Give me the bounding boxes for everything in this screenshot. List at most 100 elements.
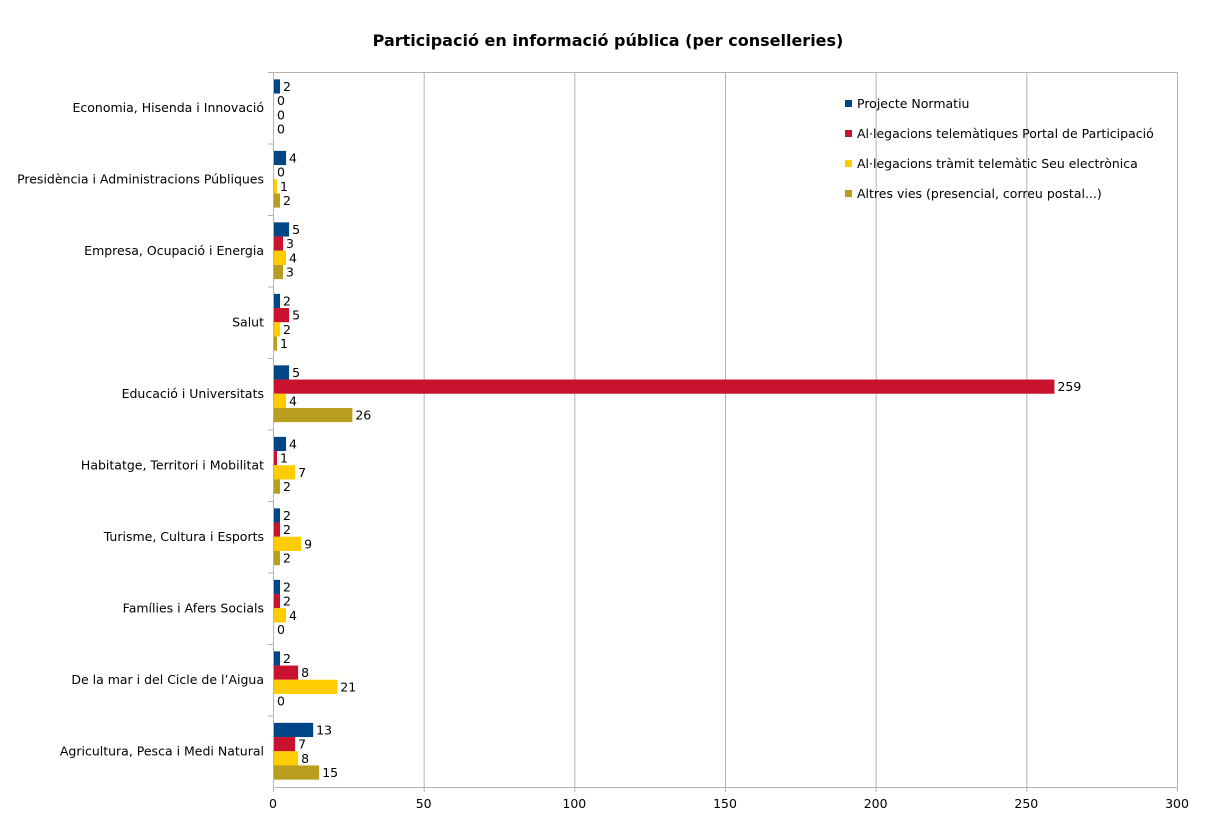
bar xyxy=(274,465,296,480)
data-label: 1 xyxy=(280,336,288,351)
data-label: 4 xyxy=(289,393,297,408)
data-label: 2 xyxy=(283,551,291,566)
bar xyxy=(274,522,281,537)
bar xyxy=(274,308,290,323)
bar xyxy=(274,193,281,208)
bar xyxy=(274,550,281,566)
data-label: 4 xyxy=(289,436,297,451)
bar xyxy=(274,436,287,452)
data-label: 26 xyxy=(355,408,371,423)
x-tick-label: 300 xyxy=(1165,796,1189,811)
data-label: 0 xyxy=(277,165,285,180)
data-label: 259 xyxy=(1057,379,1081,394)
data-label: 2 xyxy=(283,522,291,537)
x-tick-label: 200 xyxy=(864,796,888,811)
legend-swatch xyxy=(845,160,852,167)
gridlines xyxy=(273,72,1178,788)
bar xyxy=(274,407,353,423)
bars xyxy=(274,79,1055,780)
category-label: Habitatge, Territori i Mobilitat xyxy=(81,457,264,472)
category-label: Economia, Hisenda i Innovació xyxy=(73,100,265,115)
legend-entry: Altres vies (presencial, correu postal..… xyxy=(857,186,1102,201)
category-labels: Economia, Hisenda i Innovació Presidència… xyxy=(17,100,264,759)
data-label: 3 xyxy=(286,265,294,280)
data-label: 5 xyxy=(292,222,300,237)
category-label: Presidència i Administracions Públiques xyxy=(17,171,264,186)
data-label: 5 xyxy=(292,308,300,323)
category-label: Empresa, Ocupació i Energia xyxy=(84,243,264,258)
x-tick-label: 250 xyxy=(1014,796,1038,811)
x-tick-label: 100 xyxy=(562,796,586,811)
data-label: 2 xyxy=(283,479,291,494)
data-label: 8 xyxy=(301,665,309,680)
x-tick-label: 0 xyxy=(269,796,277,811)
legend-entry: Projecte Normatiu xyxy=(857,96,969,111)
data-label: 15 xyxy=(322,765,338,780)
bar xyxy=(274,451,278,466)
data-label: 2 xyxy=(283,193,291,208)
data-label: 2 xyxy=(283,594,291,609)
bar xyxy=(274,737,296,752)
bar xyxy=(274,651,281,666)
bar xyxy=(274,336,278,351)
data-label: 7 xyxy=(298,737,306,752)
category-label: Salut xyxy=(232,314,264,329)
category-label: Famílies i Afers Socials xyxy=(123,600,264,615)
bar xyxy=(274,393,287,408)
category-label: Turisme, Cultura i Esports xyxy=(103,529,264,544)
bar xyxy=(274,322,281,337)
category-label: Agricultura, Pesca i Medi Natural xyxy=(60,743,264,758)
bar xyxy=(274,594,281,609)
bar xyxy=(274,150,287,166)
chart-title: Participació en informació pública (per … xyxy=(373,31,844,50)
bar xyxy=(274,508,281,523)
data-label: 13 xyxy=(316,722,332,737)
bar xyxy=(274,293,281,309)
bar xyxy=(274,264,284,280)
x-axis-ticks: 0 50 100 150 200 250 300 xyxy=(268,72,1189,811)
data-label: 4 xyxy=(289,150,297,165)
legend-entry: Al·legacions tràmit telemàtic Seu electr… xyxy=(857,156,1138,171)
bar xyxy=(274,536,302,551)
bar xyxy=(274,79,281,94)
bar xyxy=(274,250,287,265)
legend-swatch xyxy=(845,100,852,107)
data-label: 1 xyxy=(280,451,288,466)
bar xyxy=(274,365,290,380)
data-label: 2 xyxy=(283,322,291,337)
bar xyxy=(274,722,314,738)
legend-swatch xyxy=(845,130,852,137)
data-label: 0 xyxy=(277,107,285,122)
data-label: 9 xyxy=(304,536,312,551)
data-label: 0 xyxy=(277,622,285,637)
x-tick-label: 50 xyxy=(416,796,432,811)
category-label: Educació i Universitats xyxy=(122,386,264,401)
data-label: 2 xyxy=(283,579,291,594)
data-label: 0 xyxy=(277,122,285,137)
bar xyxy=(274,222,290,237)
bar xyxy=(274,608,287,623)
data-label: 2 xyxy=(283,79,291,94)
data-label: 1 xyxy=(280,179,288,194)
x-tick-label: 150 xyxy=(713,796,737,811)
data-label: 0 xyxy=(277,93,285,108)
bar xyxy=(274,236,284,251)
bar xyxy=(274,765,320,780)
bar xyxy=(274,679,338,694)
bar xyxy=(274,379,1055,394)
data-label: 8 xyxy=(301,751,309,766)
data-label: 0 xyxy=(277,694,285,709)
data-label: 5 xyxy=(292,365,300,380)
category-label: De la mar i del Cicle de l’Aigua xyxy=(71,672,264,687)
data-label: 2 xyxy=(283,293,291,308)
legend: Projecte Normatiu Al·legacions telemàtiqu… xyxy=(845,96,1154,201)
data-label: 4 xyxy=(289,608,297,623)
data-label: 2 xyxy=(283,651,291,666)
data-label: 2 xyxy=(283,508,291,523)
bar xyxy=(274,179,278,194)
value-labels: 2000401253432521525942641722292224028210… xyxy=(277,79,1081,780)
data-label: 3 xyxy=(286,236,294,251)
data-label: 4 xyxy=(289,250,297,265)
bar xyxy=(274,665,299,680)
